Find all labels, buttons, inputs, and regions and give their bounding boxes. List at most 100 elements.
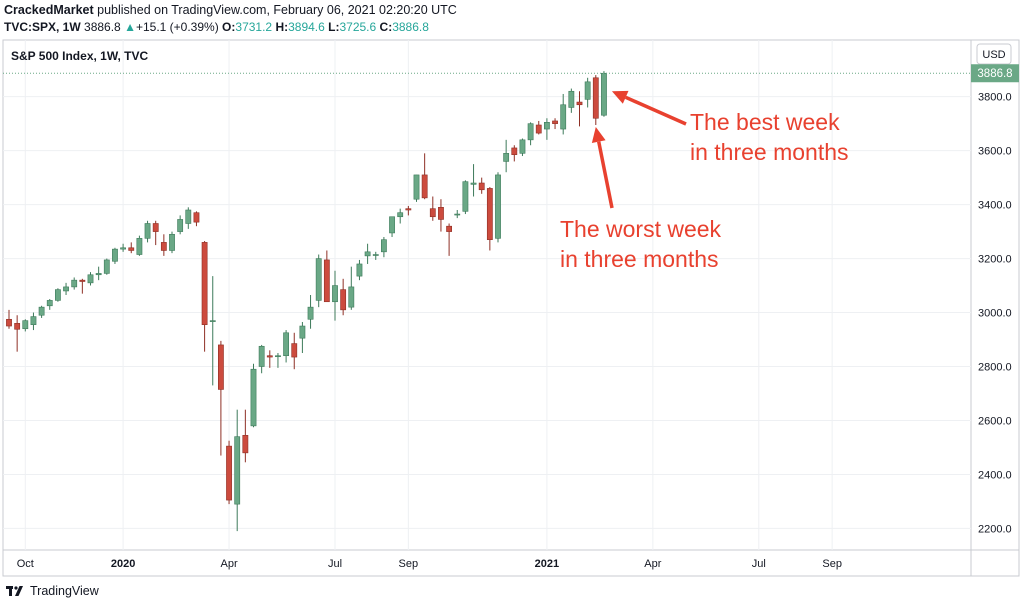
- candles: [6, 71, 607, 532]
- candle-body: [185, 209, 192, 224]
- candle: [22, 319, 29, 332]
- candle-body: [307, 306, 314, 320]
- candle: [454, 210, 461, 219]
- candle-body: [209, 320, 216, 322]
- candle: [6, 309, 12, 329]
- candle: [46, 299, 53, 310]
- candle: [462, 180, 469, 215]
- candle: [429, 196, 436, 221]
- candle-body: [46, 300, 53, 307]
- annotation-text: The worst week: [560, 216, 722, 242]
- x-tick-label: Jul: [752, 558, 766, 570]
- candle-body: [584, 81, 591, 100]
- candle: [340, 278, 347, 316]
- candle: [470, 164, 477, 197]
- candle-body: [601, 72, 607, 116]
- x-tick-label: Sep: [822, 558, 842, 570]
- candle-body: [160, 242, 167, 251]
- candle-body: [193, 212, 200, 223]
- candle: [568, 88, 575, 113]
- annotation-arrowhead: [591, 126, 606, 144]
- chart-title: S&P 500 Index, 1W, TVC: [11, 49, 148, 63]
- candle-body: [291, 343, 298, 358]
- tradingview-brand[interactable]: TradingView: [30, 584, 99, 598]
- x-tick-label: 2021: [535, 558, 559, 570]
- candle: [486, 187, 493, 251]
- close-value: 3886.8: [392, 20, 429, 34]
- candle-body: [470, 182, 477, 185]
- candle-body: [250, 368, 257, 427]
- candle-body: [552, 120, 558, 124]
- candle: [421, 153, 428, 200]
- candle-body: [136, 238, 143, 255]
- candle-body: [218, 344, 224, 390]
- candle-body: [315, 258, 322, 301]
- candle: [315, 254, 322, 308]
- footer: TradingView: [6, 584, 99, 598]
- candle-body: [226, 445, 232, 501]
- annotation-text: in three months: [560, 246, 719, 272]
- candle-body: [332, 285, 338, 303]
- candle: [446, 223, 452, 256]
- tradingview-logo-icon[interactable]: [6, 585, 24, 597]
- candle-body: [438, 207, 444, 220]
- candle-body: [486, 188, 493, 240]
- candle-body: [535, 124, 542, 134]
- time-axis[interactable]: Oct 2020 Apr Jul Sep 2021 Apr Jul Sep: [17, 558, 842, 570]
- candle: [511, 145, 518, 162]
- candle: [584, 77, 591, 108]
- candle-body: [527, 123, 534, 141]
- candle-body: [266, 355, 273, 358]
- high-label: H:: [275, 20, 289, 34]
- candle-body: [397, 212, 404, 218]
- candle: [54, 288, 61, 302]
- price-axis[interactable]: 2200.0 2400.0 2600.0 2800.0 3000.0 3200.0 3400…: [978, 92, 1012, 536]
- candle-body: [63, 286, 69, 292]
- candle: [283, 330, 289, 363]
- x-tick-label: Oct: [17, 558, 34, 570]
- candle: [209, 276, 216, 386]
- candle-body: [120, 247, 126, 250]
- candle: [576, 91, 583, 127]
- candle: [291, 332, 298, 370]
- grid-lines: [3, 40, 971, 550]
- candle-body: [364, 251, 371, 257]
- candle: [160, 234, 167, 256]
- candle-body: [234, 436, 241, 505]
- candle: [38, 305, 45, 318]
- candle: [63, 282, 69, 295]
- candle: [30, 312, 37, 331]
- candle-body: [462, 181, 469, 212]
- annotation-arrow: [624, 95, 687, 126]
- candle: [128, 242, 135, 254]
- candle: [405, 205, 412, 216]
- candle-body: [128, 247, 135, 251]
- annotation-text: in three months: [690, 139, 849, 165]
- high-value: 3894.6: [288, 20, 325, 34]
- candle-body: [503, 153, 510, 162]
- currency-button[interactable]: [976, 43, 1012, 65]
- candle: [299, 321, 306, 354]
- candle-body: [79, 279, 86, 282]
- currency-label[interactable]: USD: [982, 49, 1005, 61]
- candle: [552, 118, 558, 130]
- candle: [503, 139, 510, 173]
- candle-body: [6, 318, 12, 327]
- candle-body: [413, 174, 420, 200]
- chart-frame: [2, 39, 1020, 577]
- low-value: 3725.6: [339, 20, 377, 34]
- candle: [79, 278, 86, 294]
- candle-body: [299, 325, 306, 339]
- candle-body: [389, 216, 395, 234]
- author-name[interactable]: CrackedMarket: [4, 3, 94, 17]
- candle: [372, 251, 379, 260]
- candle: [95, 266, 102, 281]
- candle: [275, 353, 281, 368]
- symbol-label: TVC:SPX, 1W: [4, 20, 81, 34]
- y-tick-label: 2600.0: [978, 415, 1012, 427]
- candle-body: [177, 219, 184, 232]
- candle: [519, 138, 526, 157]
- y-tick-label: 3000.0: [978, 308, 1012, 320]
- price-change: +15.1 (+0.39%): [135, 20, 219, 34]
